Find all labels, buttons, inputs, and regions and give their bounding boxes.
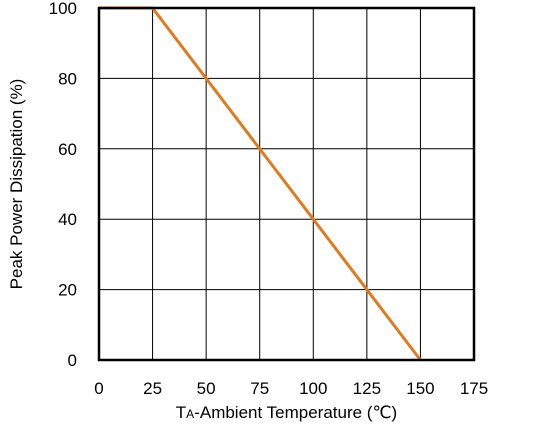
x-tick-label: 100 [299, 379, 327, 398]
x-tick-labels: 0 25 50 75 100 125 150 175 [94, 379, 488, 398]
grid [99, 8, 474, 360]
x-tick-label: 25 [143, 379, 162, 398]
x-tick-label: 125 [353, 379, 381, 398]
y-tick-label: 40 [58, 210, 77, 229]
y-tick-label: 60 [58, 140, 77, 159]
x-tick-label: 0 [94, 379, 103, 398]
plot-frame [97, 6, 476, 362]
x-axis-label-main: T [176, 403, 186, 422]
x-axis-label-subscript: A [186, 407, 194, 421]
y-tick-label: 80 [58, 69, 77, 88]
x-tick-label: 75 [250, 379, 269, 398]
x-tick-label: 150 [406, 379, 434, 398]
x-tick-label: 50 [197, 379, 216, 398]
y-tick-labels: 0 20 40 60 80 100 [49, 0, 77, 370]
y-tick-label: 20 [58, 281, 77, 300]
x-axis-label-rest: -Ambient Temperature (℃) [194, 403, 397, 422]
x-tick-label: 175 [460, 379, 488, 398]
y-axis-label: Peak Power Dissipation (%) [7, 79, 26, 290]
y-tick-label: 0 [68, 351, 77, 370]
y-tick-label: 100 [49, 0, 77, 18]
x-axis-label: TA-Ambient Temperature (℃) [176, 403, 397, 422]
